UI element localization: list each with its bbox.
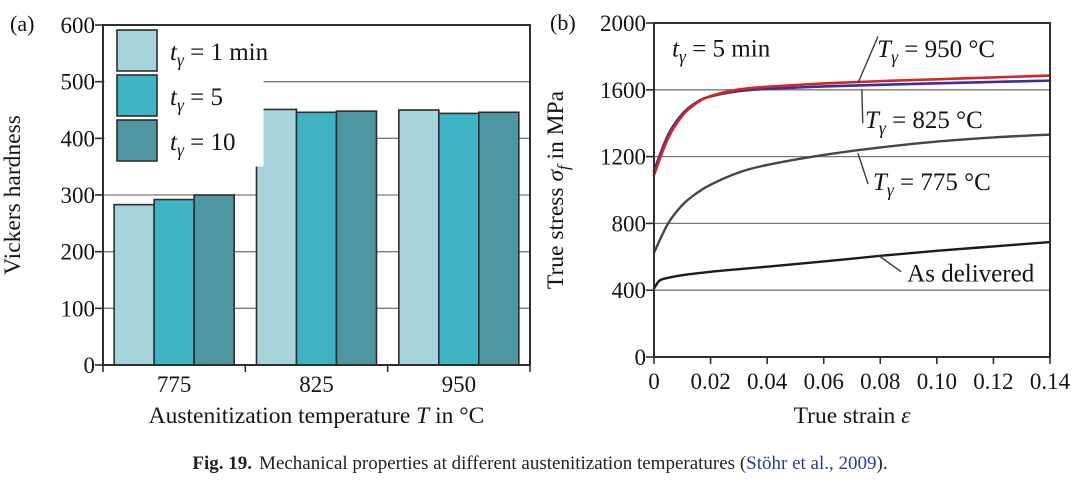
y-tick-label-a: 600 — [61, 13, 96, 38]
annotation-T950: Tγ = 950 °C — [877, 36, 995, 67]
annotation-leader-T775 — [857, 153, 869, 185]
curve-as-delivered — [652, 240, 1052, 290]
x-tick-label-b: 0.04 — [747, 369, 788, 394]
figure-canvas: 0 100 200 300 400 500 600 775 825 950 Austenitizat… — [0, 11, 1071, 429]
caption-label: Fig. 19. — [192, 453, 253, 474]
bar-950-tγ=1min — [398, 109, 440, 366]
x-tick-label-b: 0.10 — [917, 369, 957, 394]
y-axis-title-b: True stress σf in MPa — [543, 90, 573, 289]
y-tick-label-a: 500 — [61, 70, 96, 95]
x-axis-title-b: True strain ε — [794, 403, 912, 429]
y-axis-title-a: Vickers hardness — [0, 115, 26, 275]
annotation-leader-T825 — [861, 89, 864, 124]
note-hold-time: tγ = 5 min — [672, 35, 771, 66]
plot-frame-b — [653, 22, 1051, 358]
x-tick-label-a: 950 — [442, 372, 477, 397]
x-tick-label-a: 825 — [299, 372, 334, 397]
y-tick-label-a: 200 — [61, 240, 96, 265]
y-tick-label-b: 0 — [635, 345, 647, 370]
bar-950-tγ=5 — [438, 112, 480, 366]
annotation-leader-as-delivered — [877, 254, 902, 273]
legend-label-3: tγ = 10 — [170, 129, 235, 160]
annotation-T825: Tγ = 825 °C — [865, 107, 983, 138]
bar-775-tγ=1min — [113, 203, 155, 366]
annotation-as-delivered: As delivered — [907, 261, 1035, 288]
bar-825-tγ=5 — [295, 111, 338, 366]
line-chart: 0 400 800 1200 1600 2000 0 0.02 0.04 0.06 0.08 0.10… — [543, 11, 1071, 429]
caption-suffix: ). — [876, 453, 888, 474]
legend-swatch-1 — [116, 29, 158, 72]
y-tick-label-b: 800 — [612, 211, 647, 236]
legend-label-2: tγ = 5 — [170, 84, 223, 115]
y-tick-label-a: 300 — [61, 183, 96, 208]
x-axis-title-a: Austenitization temperature T in °C — [149, 403, 485, 429]
bar-775-tγ=10 — [193, 194, 235, 366]
x-tick-label-b: 0.06 — [804, 369, 844, 394]
citation-link[interactable]: Stöhr et al., 2009 — [746, 453, 877, 474]
legend: tγ = 1 min tγ = 5 tγ = 10 — [104, 26, 269, 167]
panel-b-label: (b) — [550, 10, 576, 35]
y-tick-label-b: 1600 — [600, 78, 646, 103]
x-tick-label-b: 0.14 — [1030, 369, 1071, 394]
bar-950-tγ=10 — [478, 111, 520, 366]
caption-body: Mechanical properties at different auste… — [259, 453, 747, 474]
y-tick-label-b: 2000 — [600, 11, 646, 36]
bar-825-tγ=10 — [335, 110, 378, 366]
bar-775-tγ=5 — [153, 198, 195, 366]
y-tick-label-a: 400 — [61, 126, 96, 151]
y-tick-label-a: 100 — [61, 296, 96, 321]
panel-a-label: (a) — [10, 11, 35, 36]
x-tick-label-b: 0.08 — [860, 369, 900, 394]
figure-caption: Fig. 19. Mechanical properties at differe… — [0, 453, 1080, 475]
curve-T775 — [652, 133, 1052, 254]
y-tick-label-b: 1200 — [600, 145, 646, 170]
curve-T950 — [652, 74, 1052, 177]
x-tick-label-b: 0.12 — [973, 369, 1013, 394]
x-tick-label-a: 775 — [157, 372, 192, 397]
bar-chart: 0 100 200 300 400 500 600 775 825 950 Austenitizat… — [0, 13, 531, 429]
annotation-T775: Tγ = 775 °C — [873, 169, 991, 200]
y-tick-label-b: 400 — [612, 278, 647, 303]
x-tick-label-b: 0 — [648, 369, 660, 394]
legend-swatch-3 — [116, 119, 158, 162]
legend-label-1: tγ = 1 min — [170, 39, 269, 70]
legend-swatch-2 — [116, 74, 158, 117]
y-tick-label-a: 0 — [84, 353, 96, 378]
x-tick-label-b: 0.02 — [690, 369, 730, 394]
annotation-leader-T950 — [857, 36, 879, 84]
